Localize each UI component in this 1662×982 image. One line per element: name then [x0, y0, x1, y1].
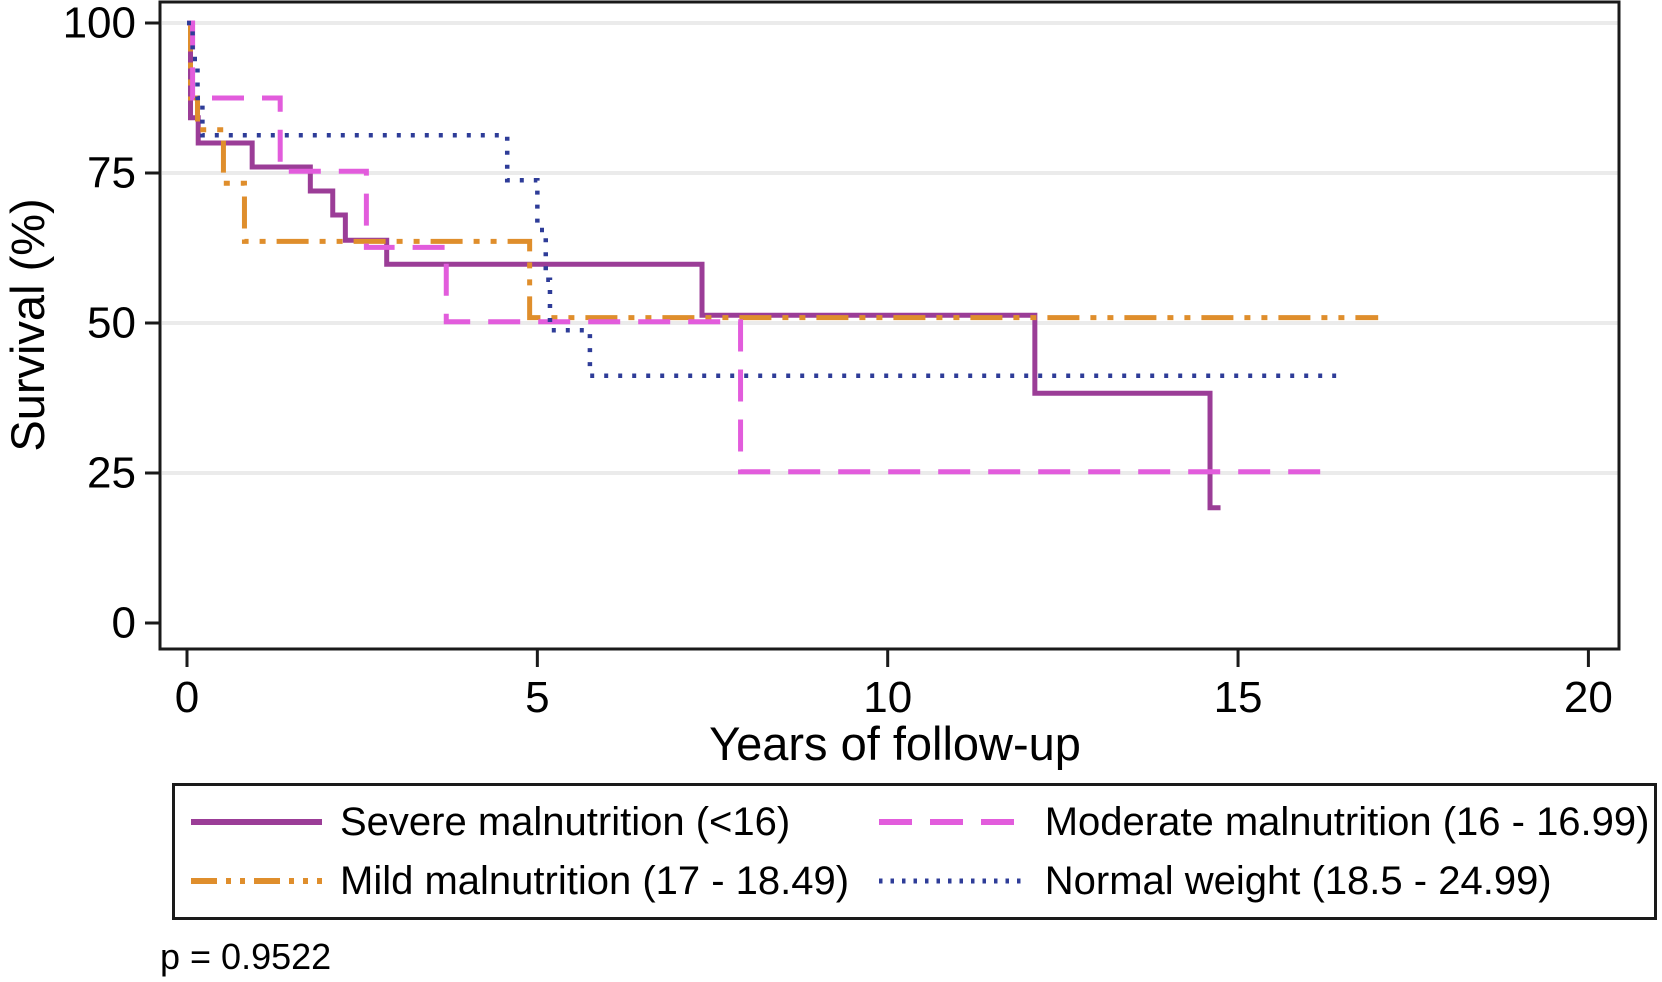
curve-severe	[187, 20, 1221, 511]
legend-label-moderate: Moderate malnutrition (16 - 16.99)	[1044, 799, 1650, 844]
legend-label-severe: Severe malnutrition (<16)	[340, 799, 791, 844]
x-tick-label-10: 10	[863, 673, 912, 722]
y-tick-label-100: 100	[63, 0, 136, 48]
x-axis-title: Years of follow-up	[709, 717, 1081, 770]
legend-item-moderate: Moderate malnutrition (16 - 16.99)	[863, 800, 1654, 844]
curve-normal	[187, 20, 1337, 379]
x-tick-label-0: 0	[175, 673, 199, 722]
legend-item-normal: Normal weight (18.5 - 24.99)	[863, 859, 1654, 903]
axis-ticks	[145, 21, 1590, 667]
x-tick-label-5: 5	[525, 673, 549, 722]
y-axis-title: Survival (%)	[1, 198, 54, 451]
y-tick-label-25: 25	[87, 449, 136, 498]
legend-item-severe: Severe malnutrition (<16)	[175, 800, 863, 844]
p-value-text: p = 0.9522	[160, 936, 332, 977]
severe-line-sample	[191, 818, 322, 825]
y-tick-label-75: 75	[87, 149, 136, 198]
legend-item-mild: Mild malnutrition (17 - 18.49)	[175, 859, 863, 903]
legend-label-normal: Normal weight (18.5 - 24.99)	[1044, 859, 1552, 904]
survival-curves	[187, 20, 1379, 511]
curve-mild	[187, 20, 1379, 321]
legend-label-mild: Mild malnutrition (17 - 18.49)	[340, 859, 850, 904]
x-tick-label-20: 20	[1564, 673, 1613, 722]
normal-line-sample	[878, 878, 1027, 884]
y-tick-label-0: 0	[112, 599, 136, 648]
x-tick-label-15: 15	[1214, 673, 1263, 722]
moderate-line-sample	[878, 818, 1027, 825]
curve-moderate	[187, 20, 1330, 475]
mild-line-sample	[191, 878, 322, 885]
y-tick-label-50: 50	[87, 299, 136, 348]
axis-tick-labels: 100 75 50 25 00 5 10 15 20	[63, 0, 1613, 722]
plot-border	[158, 0, 1621, 651]
legend-box: Severe malnutrition (<16) Moderate malnu…	[172, 783, 1657, 920]
